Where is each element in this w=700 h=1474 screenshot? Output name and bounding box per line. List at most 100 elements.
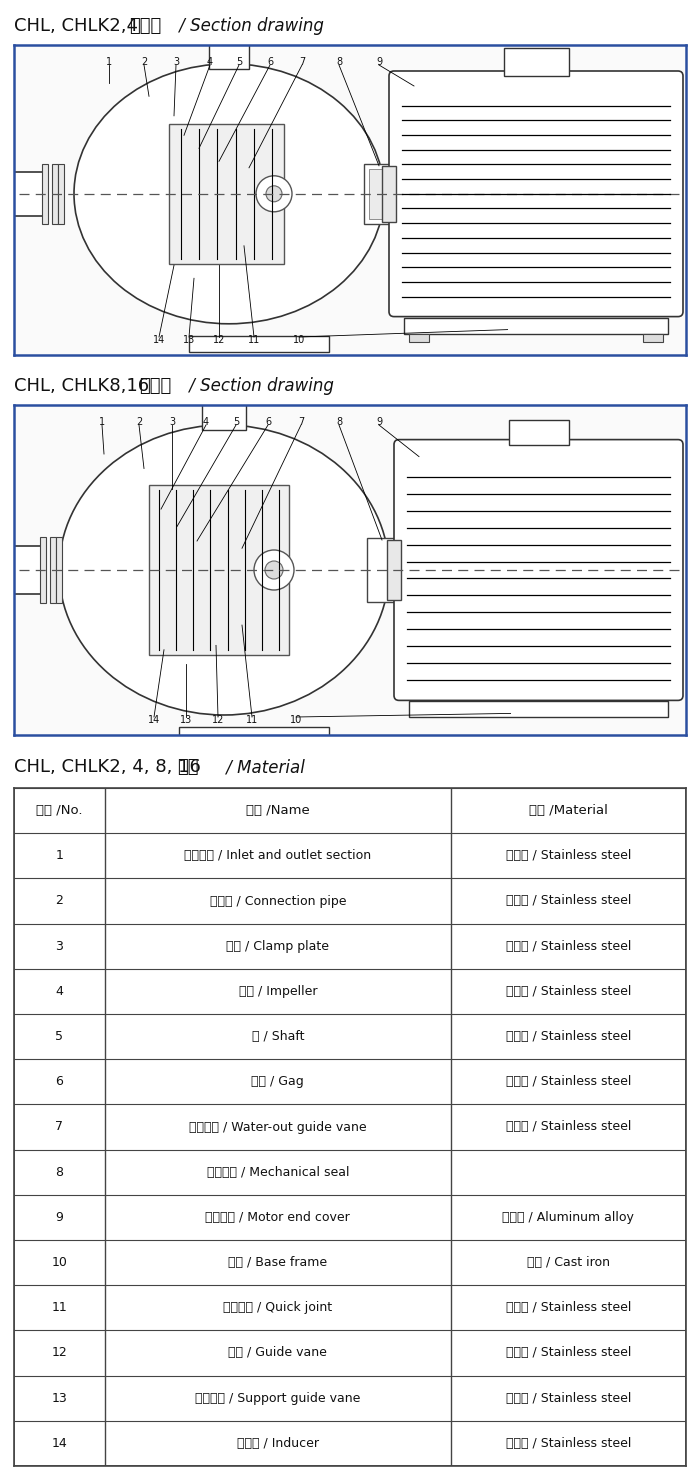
Text: 12: 12 xyxy=(213,335,225,345)
Text: 4: 4 xyxy=(203,417,209,427)
Text: 14: 14 xyxy=(148,715,160,725)
Text: 不锈钉 / Stainless steel: 不锈钉 / Stainless steel xyxy=(505,1076,631,1088)
Bar xyxy=(209,19,249,69)
Text: 快速接头 / Quick joint: 快速接头 / Quick joint xyxy=(223,1302,332,1315)
Text: CHL, CHLK8,16: CHL, CHLK8,16 xyxy=(14,377,155,395)
Text: 12: 12 xyxy=(212,715,224,725)
Text: 10: 10 xyxy=(290,715,302,725)
Text: 8: 8 xyxy=(55,1166,64,1179)
Text: 13: 13 xyxy=(183,335,195,345)
Text: 7: 7 xyxy=(55,1120,64,1134)
Text: 12: 12 xyxy=(52,1347,67,1359)
Text: 截面图: 截面图 xyxy=(139,377,172,395)
Bar xyxy=(409,702,668,718)
FancyBboxPatch shape xyxy=(394,439,683,700)
Bar xyxy=(40,537,46,603)
Bar xyxy=(409,333,429,342)
Text: 不锈钉 / Stainless steel: 不锈钉 / Stainless steel xyxy=(505,1347,631,1359)
Circle shape xyxy=(254,550,294,590)
Text: 2: 2 xyxy=(55,895,63,908)
Text: 不锈钉 / Stainless steel: 不锈钉 / Stainless steel xyxy=(505,1437,631,1450)
Text: 11: 11 xyxy=(246,715,258,725)
FancyBboxPatch shape xyxy=(389,71,683,317)
Text: 电机端盖 / Motor end cover: 电机端盖 / Motor end cover xyxy=(205,1212,350,1223)
Text: 不锈钉 / Stainless steel: 不锈钉 / Stainless steel xyxy=(505,1302,631,1315)
Text: 13: 13 xyxy=(180,715,192,725)
Bar xyxy=(50,537,56,603)
Text: / Material: / Material xyxy=(221,758,305,775)
Text: CHL, CHLK2,4: CHL, CHLK2,4 xyxy=(14,18,144,35)
Text: 14: 14 xyxy=(153,335,165,345)
Text: 5: 5 xyxy=(55,1030,64,1044)
Text: 10: 10 xyxy=(51,1256,67,1269)
Text: 10: 10 xyxy=(293,335,305,345)
Text: 序号 /No.: 序号 /No. xyxy=(36,805,83,817)
Text: 不锈钉 / Stainless steel: 不锈钉 / Stainless steel xyxy=(505,1391,631,1405)
Bar xyxy=(52,164,58,224)
Bar xyxy=(508,420,568,445)
Text: 6: 6 xyxy=(265,417,271,427)
Circle shape xyxy=(265,562,283,579)
Bar xyxy=(42,164,48,224)
Text: 6: 6 xyxy=(267,57,273,66)
Text: 2: 2 xyxy=(141,57,147,66)
Text: / Section drawing: / Section drawing xyxy=(174,18,324,35)
Text: 堵头 / Gag: 堵头 / Gag xyxy=(251,1076,304,1088)
Bar xyxy=(179,727,329,744)
Circle shape xyxy=(256,175,292,212)
Text: 9: 9 xyxy=(376,417,382,427)
Text: 名称 /Name: 名称 /Name xyxy=(246,805,309,817)
Text: 连接管 / Connection pipe: 连接管 / Connection pipe xyxy=(209,895,346,908)
Bar xyxy=(169,124,284,264)
Text: / Section drawing: / Section drawing xyxy=(184,377,334,395)
Text: 1: 1 xyxy=(106,57,112,66)
Text: 11: 11 xyxy=(52,1302,67,1315)
Bar xyxy=(56,537,62,603)
Ellipse shape xyxy=(74,63,384,324)
Text: 9: 9 xyxy=(376,57,382,66)
Text: 3: 3 xyxy=(55,940,63,952)
Text: 导叶 / Guide vane: 导叶 / Guide vane xyxy=(228,1347,327,1359)
Text: 不锈钉 / Stainless steel: 不锈钉 / Stainless steel xyxy=(505,895,631,908)
Bar xyxy=(58,164,64,224)
Text: 1: 1 xyxy=(55,849,63,862)
Bar xyxy=(364,164,399,224)
Text: 5: 5 xyxy=(233,417,239,427)
Bar xyxy=(367,538,405,601)
Text: 机械密封 / Mechanical seal: 机械密封 / Mechanical seal xyxy=(206,1166,349,1179)
Bar xyxy=(369,170,394,218)
Bar xyxy=(202,374,246,430)
Text: 导流器 / Inducer: 导流器 / Inducer xyxy=(237,1437,318,1450)
Bar xyxy=(387,539,401,600)
Text: 4: 4 xyxy=(207,57,213,66)
Text: 不锈钉 / Stainless steel: 不锈钉 / Stainless steel xyxy=(505,1120,631,1134)
Bar xyxy=(503,49,568,77)
Text: 8: 8 xyxy=(336,57,342,66)
Text: 3: 3 xyxy=(169,417,175,427)
Text: 不锈钉 / Stainless steel: 不锈钉 / Stainless steel xyxy=(505,985,631,998)
Circle shape xyxy=(266,186,282,202)
Text: 5: 5 xyxy=(236,57,242,66)
Text: 材料 /Material: 材料 /Material xyxy=(529,805,608,817)
Text: 7: 7 xyxy=(299,57,305,66)
Bar xyxy=(149,485,289,654)
Ellipse shape xyxy=(59,425,389,715)
Text: 11: 11 xyxy=(248,335,260,345)
Bar xyxy=(193,380,255,391)
Bar xyxy=(14,545,42,594)
Text: 不锈钉 / Stainless steel: 不锈钉 / Stainless steel xyxy=(505,1030,631,1044)
Text: 铸铁 / Cast iron: 铸铁 / Cast iron xyxy=(527,1256,610,1269)
Text: 13: 13 xyxy=(52,1391,67,1405)
Text: 进出水段 / Inlet and outlet section: 进出水段 / Inlet and outlet section xyxy=(184,849,371,862)
Bar xyxy=(189,336,329,352)
Text: 截面图: 截面图 xyxy=(129,18,161,35)
Text: 不锈钉 / Stainless steel: 不锈钉 / Stainless steel xyxy=(505,849,631,862)
Text: 14: 14 xyxy=(52,1437,67,1450)
Text: 材料: 材料 xyxy=(177,758,199,775)
Text: 7: 7 xyxy=(298,417,304,427)
Text: 不锈钉 / Stainless steel: 不锈钉 / Stainless steel xyxy=(505,940,631,952)
Text: 底座 / Base frame: 底座 / Base frame xyxy=(228,1256,328,1269)
Text: 叶轮 / Impeller: 叶轮 / Impeller xyxy=(239,985,317,998)
Text: CHL, CHLK2, 4, 8, 16: CHL, CHLK2, 4, 8, 16 xyxy=(14,758,206,775)
Bar xyxy=(404,317,668,333)
